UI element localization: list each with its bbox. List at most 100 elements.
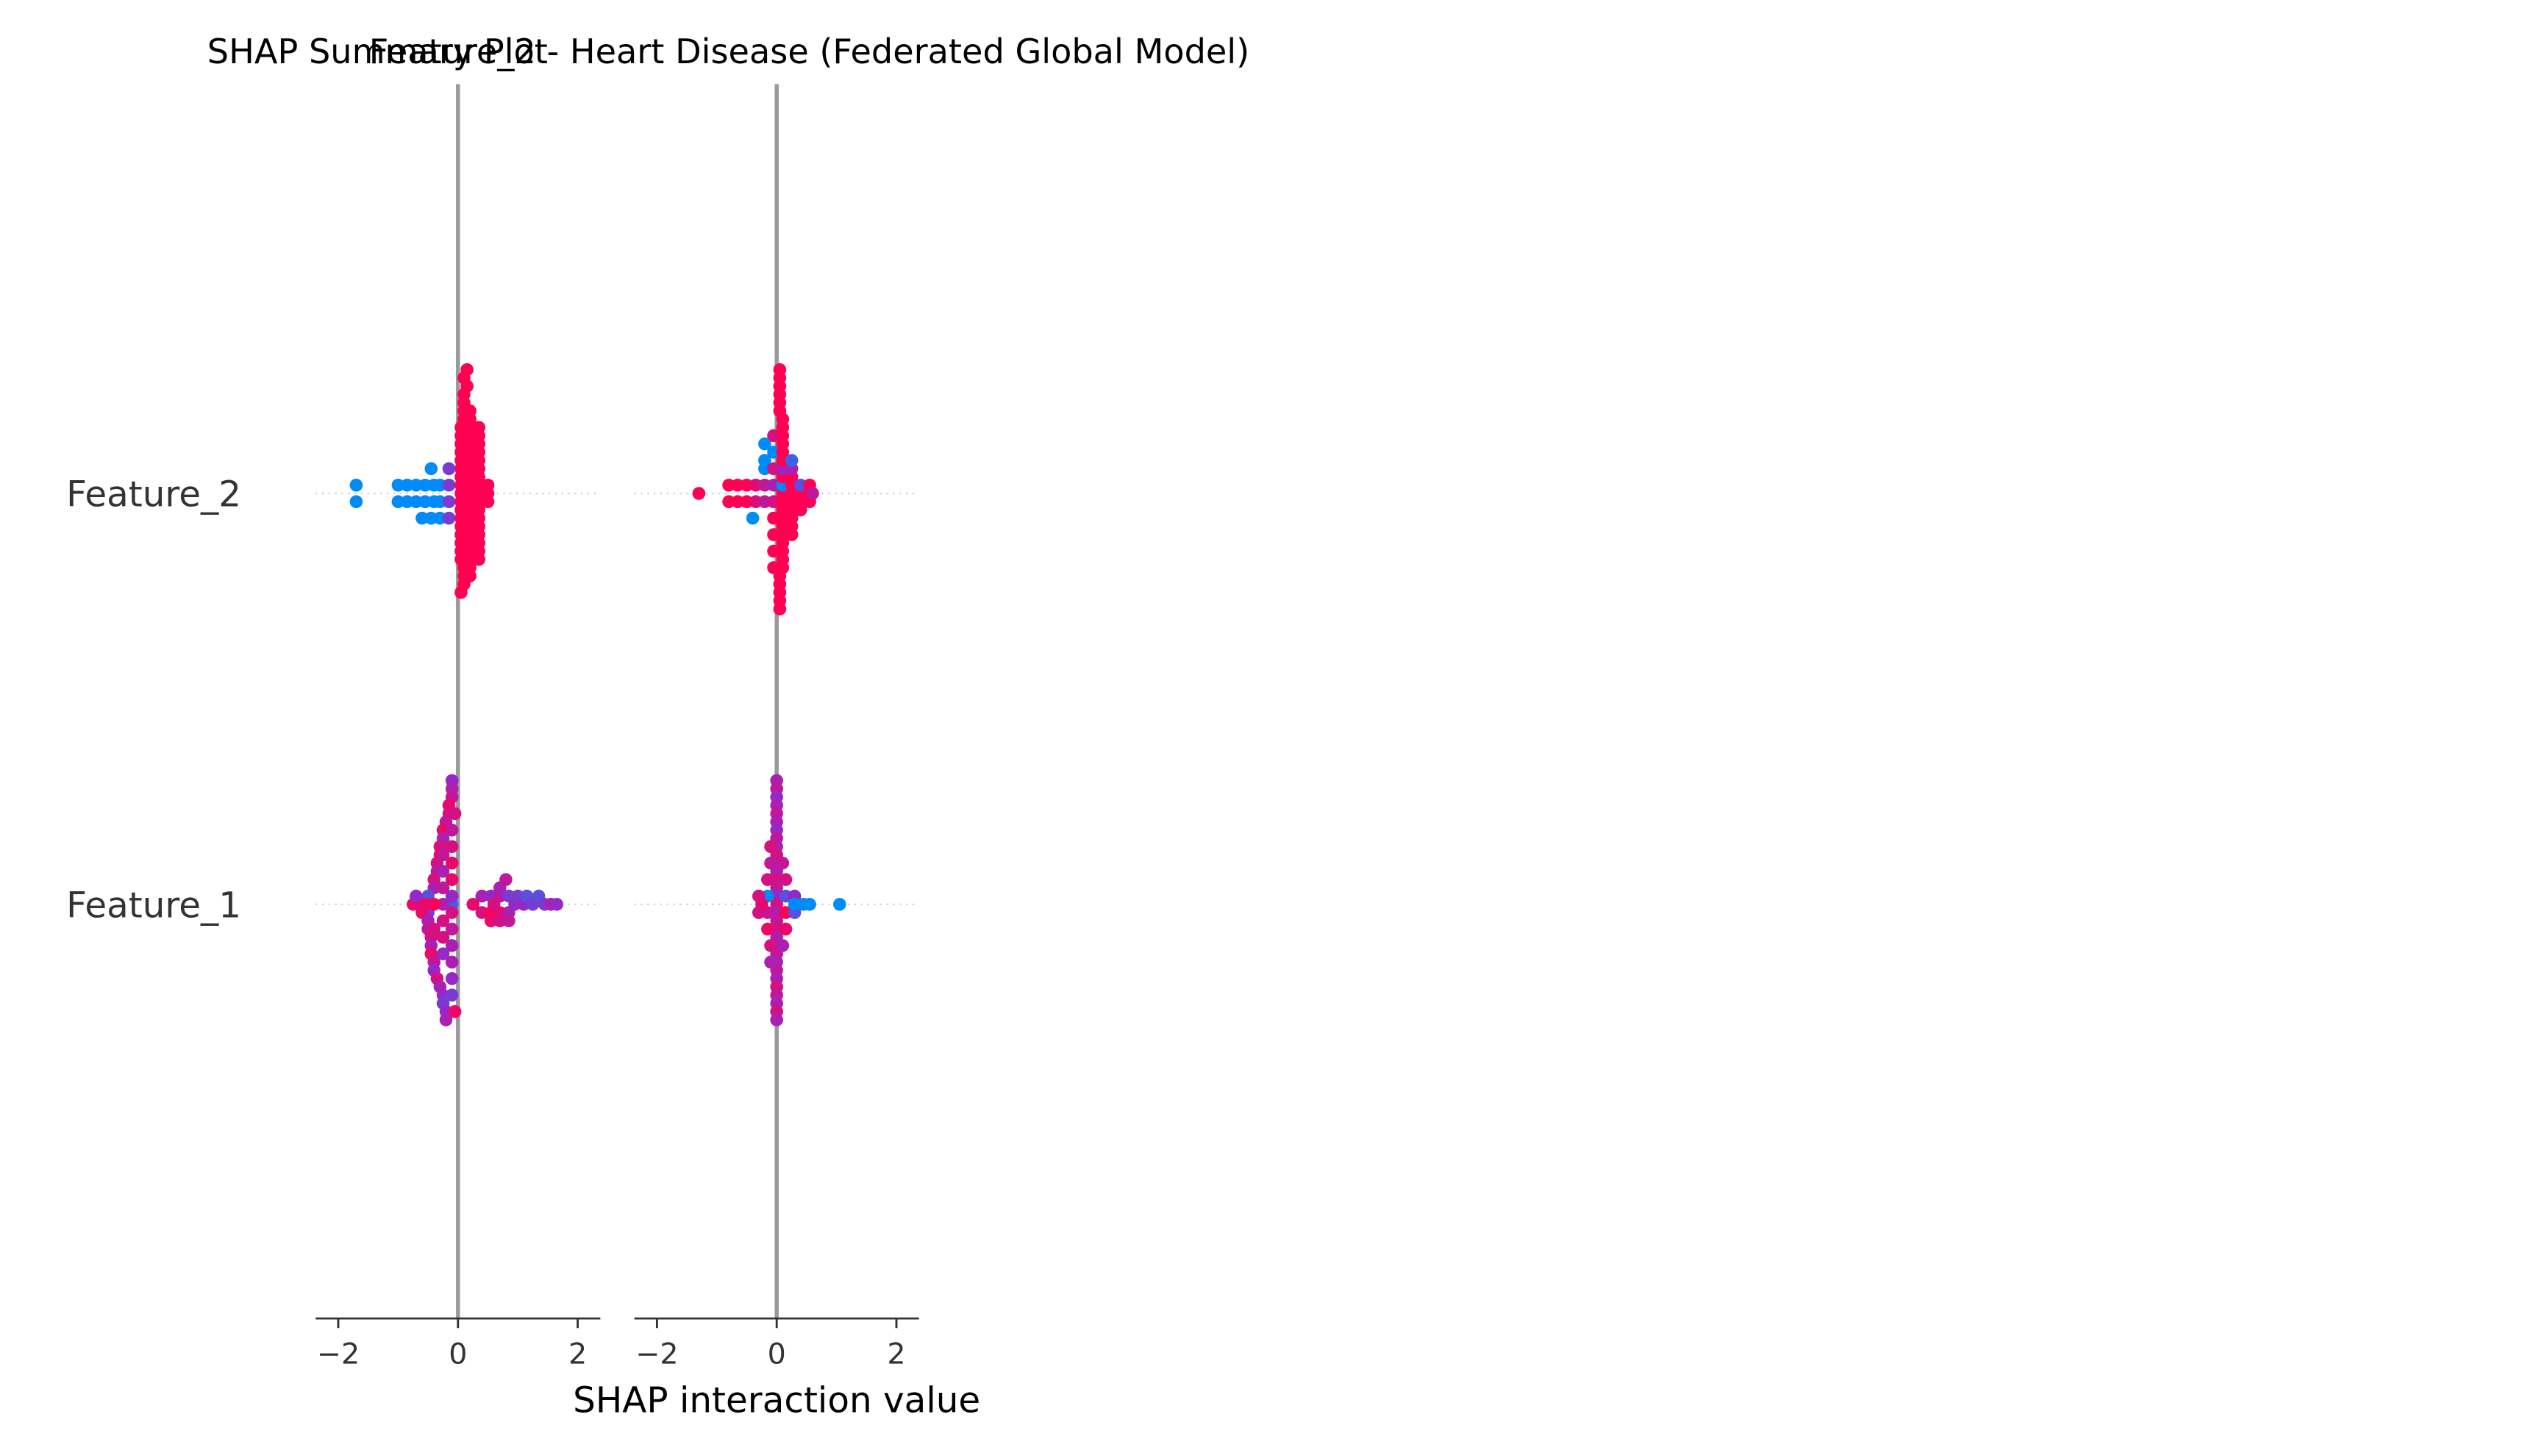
shap-dot xyxy=(767,478,780,492)
x-tick-label: −2 xyxy=(317,1338,360,1371)
shap-dot xyxy=(445,939,459,952)
shap-dot xyxy=(445,922,459,936)
x-tick-label: 0 xyxy=(768,1338,786,1371)
shap-dot xyxy=(550,898,564,911)
shap-dot xyxy=(454,585,468,599)
shap-dot xyxy=(433,511,447,525)
shap-dot xyxy=(424,462,438,476)
shap-dot xyxy=(445,971,459,985)
shap-dot xyxy=(436,914,450,928)
shap-dot xyxy=(466,898,480,911)
shap-dot xyxy=(767,511,780,525)
shap-dot xyxy=(779,906,793,919)
shap-dot xyxy=(442,495,456,509)
shap-dot xyxy=(436,848,450,862)
shap-dot xyxy=(740,478,754,492)
shap-dot xyxy=(767,429,780,443)
shap-dot xyxy=(761,873,774,886)
shap-dot xyxy=(415,511,429,525)
shap-dot xyxy=(779,873,793,886)
shap-dot xyxy=(445,955,459,969)
shap-dot xyxy=(463,569,477,582)
shap-dot xyxy=(442,511,456,525)
shap-dot xyxy=(410,478,423,492)
shap-dot xyxy=(749,495,763,509)
shap-dot xyxy=(740,495,754,509)
shap-dot xyxy=(793,503,807,517)
shap-dot xyxy=(499,873,513,886)
shap-dot xyxy=(773,602,787,615)
shap-dot xyxy=(436,930,450,944)
shap-dot xyxy=(410,495,423,509)
shap-dot xyxy=(460,363,474,377)
shap-dot xyxy=(436,881,450,895)
shap-dot xyxy=(767,528,780,541)
shap-dot xyxy=(806,487,819,500)
shap-dot xyxy=(722,495,735,509)
shap-dot xyxy=(767,544,780,558)
shap-dot xyxy=(761,922,774,936)
shap-dot xyxy=(722,478,735,492)
x-tick-label: 0 xyxy=(449,1338,467,1371)
x-tick-label: −2 xyxy=(635,1338,678,1371)
shap-dot xyxy=(475,889,489,903)
shap-dot xyxy=(472,552,485,566)
shap-dot xyxy=(436,898,450,911)
shap-dot xyxy=(779,922,793,936)
shap-dot xyxy=(731,495,744,509)
shap-dot xyxy=(776,939,790,952)
panels-group: −2 0 2 −2 0 2 xyxy=(315,84,919,1371)
shap-dot xyxy=(427,898,441,911)
shap-dot xyxy=(436,947,450,960)
shap-dot xyxy=(758,478,771,492)
x-tick-label: 2 xyxy=(568,1338,587,1371)
shap-dot xyxy=(776,856,790,870)
figure-background xyxy=(15,0,2522,1456)
shap-dot xyxy=(788,898,802,911)
shap-dot xyxy=(445,856,459,870)
shap-dot xyxy=(433,495,447,509)
shap-dot xyxy=(463,413,477,426)
shap-dot xyxy=(475,906,489,919)
shap-dot xyxy=(349,495,363,509)
shap-dot xyxy=(767,462,780,476)
shap-dot xyxy=(770,1013,783,1027)
shap-dot xyxy=(445,889,459,903)
shap-dot xyxy=(793,478,807,492)
shap-dot xyxy=(764,955,777,969)
shap-dot xyxy=(424,511,438,525)
shap-dot xyxy=(785,454,799,467)
shap-dot xyxy=(764,939,777,952)
shap-dot xyxy=(410,889,423,903)
shap-dot xyxy=(472,421,485,435)
shap-dot xyxy=(832,898,846,911)
shap-dot xyxy=(785,528,799,541)
shap-dot xyxy=(418,478,432,492)
shap-dot xyxy=(758,454,771,467)
x-axis-label: SHAP interaction value xyxy=(573,1380,980,1421)
shap-dot xyxy=(487,898,501,911)
shap-dot xyxy=(436,865,450,878)
shap-dot xyxy=(391,478,405,492)
shap-dot xyxy=(448,1004,462,1018)
shap-dot xyxy=(418,495,432,509)
shap-dot xyxy=(746,511,760,525)
shap-dot xyxy=(433,478,447,492)
shap-dot xyxy=(764,856,777,870)
shap-dot xyxy=(400,495,414,509)
shap-dot xyxy=(493,914,507,928)
shap-dot xyxy=(764,840,777,854)
shap-dot xyxy=(349,478,363,492)
shap-dot xyxy=(445,873,459,886)
shap-dot xyxy=(445,824,459,837)
shap-dot xyxy=(484,914,498,928)
shap-dot xyxy=(445,906,459,919)
shap-dot xyxy=(439,1013,453,1027)
shap-dot xyxy=(803,898,816,911)
shap-dot xyxy=(758,495,771,509)
shap-dot xyxy=(418,898,432,911)
shap-dot xyxy=(773,363,787,377)
shap-dot xyxy=(442,462,456,476)
shap-dot xyxy=(481,495,495,509)
shap-dot xyxy=(445,988,459,1002)
